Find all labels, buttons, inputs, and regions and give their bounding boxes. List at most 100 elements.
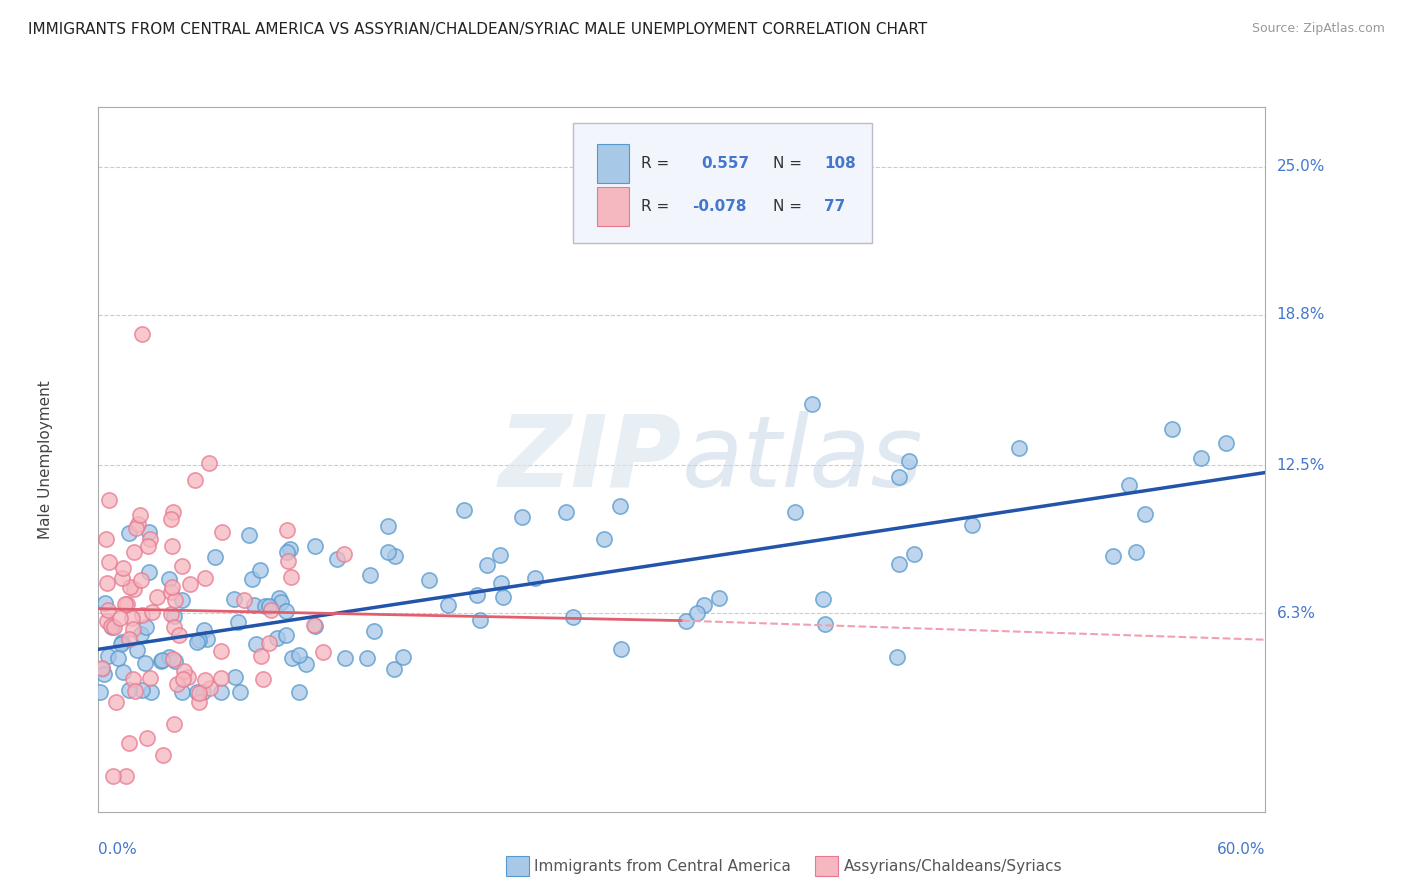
Point: [125, 521, 148, 535]
Point: [166, 677, 188, 691]
Point: [887, 470, 910, 484]
Point: [159, 607, 181, 621]
Point: [125, 642, 148, 657]
Text: 0.557: 0.557: [702, 155, 749, 170]
Point: [209, 671, 232, 685]
Point: [800, 397, 823, 411]
Point: [162, 505, 184, 519]
Point: [492, 590, 515, 604]
Point: [960, 517, 983, 532]
Point: [135, 620, 157, 634]
Point: [465, 588, 488, 602]
Point: [104, 695, 127, 709]
Point: [108, 611, 131, 625]
Point: [149, 654, 172, 668]
Point: [249, 563, 271, 577]
Text: N =: N =: [773, 199, 801, 214]
Point: [124, 684, 146, 698]
Point: [245, 637, 267, 651]
Point: [1008, 441, 1031, 455]
Text: R =: R =: [641, 199, 669, 214]
Point: [377, 519, 399, 533]
Point: [111, 665, 134, 679]
Point: [187, 695, 209, 709]
Text: 0.0%: 0.0%: [98, 842, 138, 857]
Text: ZIP: ZIP: [499, 411, 682, 508]
Point: [243, 598, 266, 612]
Point: [363, 624, 385, 638]
Point: [609, 641, 631, 656]
Point: [162, 716, 184, 731]
Point: [91, 662, 114, 676]
Point: [157, 650, 180, 665]
Point: [280, 650, 302, 665]
Point: [170, 685, 193, 699]
Point: [138, 532, 160, 546]
Text: 25.0%: 25.0%: [1277, 160, 1324, 174]
Point: [146, 590, 169, 604]
Point: [277, 554, 299, 568]
Point: [304, 619, 326, 633]
Point: [97, 648, 120, 663]
Point: [111, 571, 134, 585]
Point: [693, 599, 716, 613]
Point: [94, 533, 117, 547]
Point: [152, 747, 174, 762]
Point: [139, 685, 162, 699]
Point: [183, 473, 205, 487]
Point: [120, 580, 142, 594]
Point: [274, 628, 297, 642]
Point: [488, 548, 510, 562]
Text: -0.078: -0.078: [692, 199, 747, 214]
Point: [129, 574, 152, 588]
Point: [287, 648, 309, 663]
Point: [162, 539, 184, 553]
Point: [562, 610, 585, 624]
Point: [110, 634, 132, 648]
Point: [136, 539, 159, 553]
Point: [165, 653, 187, 667]
Point: [1189, 451, 1212, 466]
Point: [97, 555, 120, 569]
Text: Assyrians/Chaldeans/Syriacs: Assyrians/Chaldeans/Syriacs: [844, 859, 1062, 873]
Point: [170, 558, 193, 573]
Point: [129, 508, 152, 522]
Point: [129, 627, 152, 641]
Point: [163, 620, 186, 634]
Text: 60.0%: 60.0%: [1218, 842, 1265, 857]
Point: [96, 576, 118, 591]
Point: [131, 682, 153, 697]
Point: [209, 644, 232, 658]
Point: [377, 545, 399, 559]
Point: [224, 591, 246, 606]
Point: [228, 615, 250, 629]
Point: [392, 650, 415, 665]
Point: [179, 577, 201, 591]
Point: [1215, 436, 1237, 450]
Point: [172, 672, 194, 686]
Text: Immigrants from Central America: Immigrants from Central America: [534, 859, 792, 873]
Point: [1160, 422, 1182, 436]
Point: [122, 582, 145, 597]
Point: [138, 524, 160, 539]
Point: [141, 605, 163, 619]
Text: 12.5%: 12.5%: [1277, 458, 1324, 473]
Point: [276, 523, 298, 537]
Point: [609, 499, 631, 513]
Point: [93, 666, 115, 681]
Point: [165, 592, 187, 607]
Point: [127, 516, 149, 531]
Text: atlas: atlas: [682, 411, 924, 508]
Point: [280, 569, 302, 583]
Point: [813, 616, 835, 631]
Point: [240, 572, 263, 586]
Point: [198, 681, 221, 695]
Point: [186, 685, 208, 699]
Point: [276, 545, 298, 559]
Point: [193, 623, 215, 637]
Point: [811, 592, 834, 607]
Point: [257, 599, 280, 614]
Point: [188, 686, 211, 700]
Point: [211, 525, 233, 540]
Point: [903, 547, 925, 561]
